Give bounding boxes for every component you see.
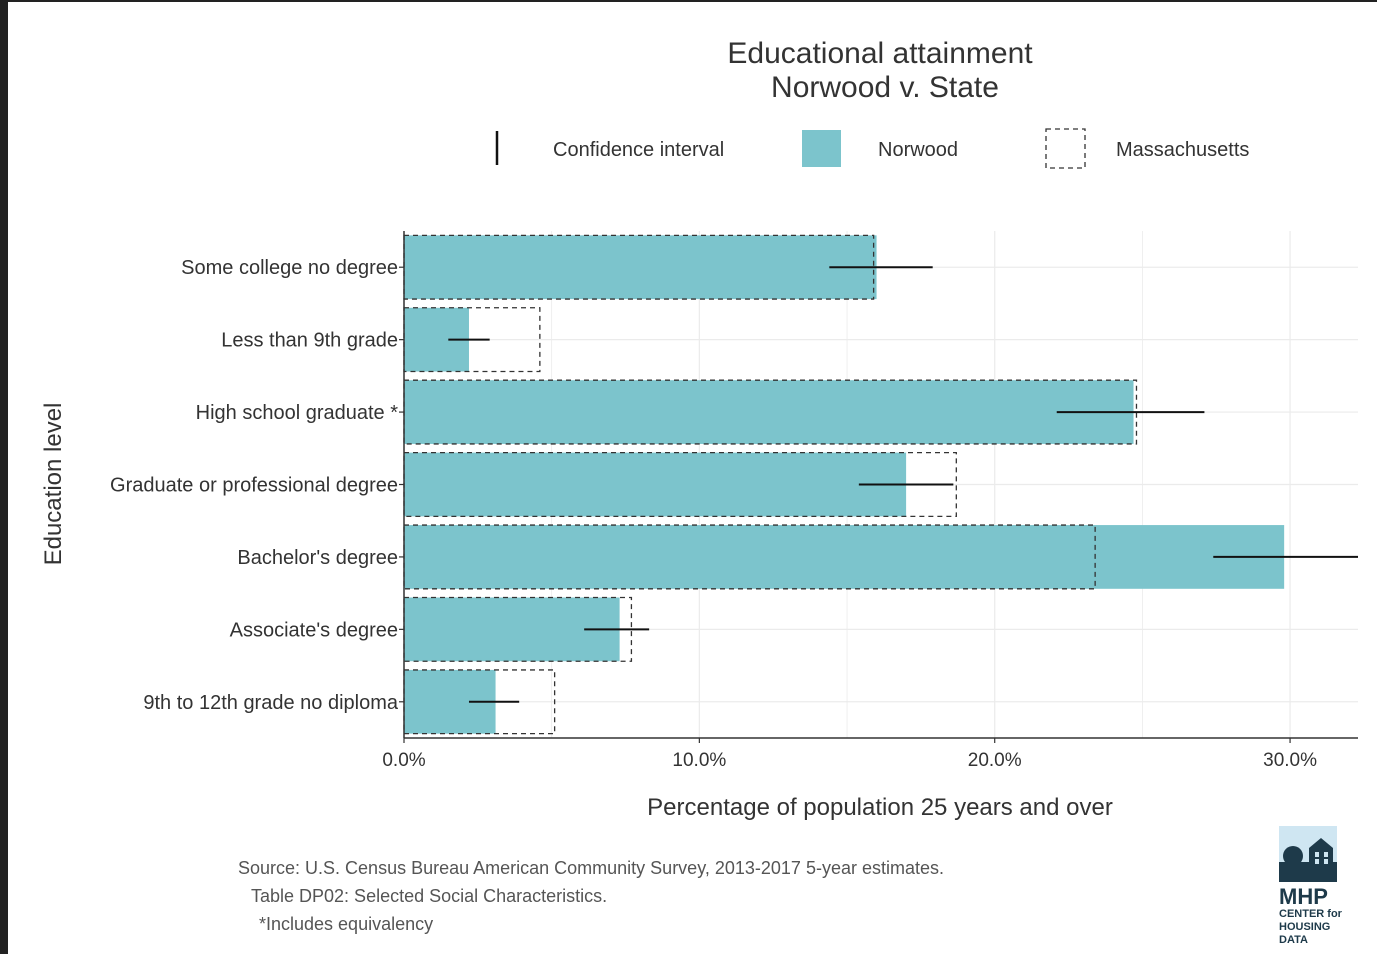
category-label: Less than 9th grade	[221, 330, 398, 352]
x-tick-label: 0.0%	[382, 750, 425, 771]
legend-ci-label: Confidence interval	[553, 139, 724, 161]
logo-sub-1: CENTER for	[1279, 908, 1342, 920]
norwood-bar	[404, 525, 1285, 589]
state-bar	[403, 307, 541, 373]
category-label: 9th to 12th grade no diploma	[143, 692, 399, 714]
logo-name: MHP	[1279, 884, 1328, 909]
x-tick-label: 10.0%	[672, 750, 726, 771]
mhp-logo: MHP CENTER for HOUSING DATA	[1279, 826, 1359, 947]
confidence-intervals	[448, 266, 1358, 703]
legend: Confidence interval Norwood Massachusett…	[495, 128, 1249, 169]
y-axis-title: Education level	[40, 403, 67, 566]
norwood-bar	[404, 452, 907, 517]
legend-norwood-label: Norwood	[878, 139, 958, 161]
category-label: Associate's degree	[230, 619, 398, 641]
category-label: Graduate or professional degree	[110, 475, 398, 497]
legend-norwood-key	[802, 130, 841, 167]
source-line-1: Source: U.S. Census Bureau American Comm…	[238, 858, 944, 878]
chart-title: Educational attainment	[727, 37, 1033, 70]
x-tick-label: 30.0%	[1263, 750, 1317, 771]
chart-subtitle: Norwood v. State	[771, 71, 999, 104]
legend-state-label: Massachusetts	[1116, 139, 1249, 161]
house-logo-icon	[1279, 826, 1337, 882]
norwood-bar	[404, 235, 877, 300]
norwood-bar	[404, 597, 620, 662]
norwood-bars	[404, 235, 1285, 734]
source-line-3: *Includes equivalency	[259, 914, 434, 934]
category-label: Some college no degree	[181, 257, 398, 279]
category-label: Bachelor's degree	[237, 547, 398, 569]
category-labels: Some college no degree Less than 9th grad…	[110, 257, 404, 714]
x-tick-label: 20.0%	[968, 750, 1022, 771]
x-tick-labels: 0.0% 10.0% 20.0% 30.0%	[382, 738, 1317, 771]
state-bar	[403, 234, 875, 300]
source-line-2: Table DP02: Selected Social Characterist…	[251, 886, 608, 906]
norwood-bar	[404, 380, 1134, 444]
category-label: High school graduate *	[196, 402, 399, 424]
logo-sub-2: HOUSING DATA	[1279, 921, 1331, 946]
legend-state-key	[1045, 128, 1086, 169]
x-axis-title: Percentage of population 25 years and ov…	[647, 794, 1113, 821]
